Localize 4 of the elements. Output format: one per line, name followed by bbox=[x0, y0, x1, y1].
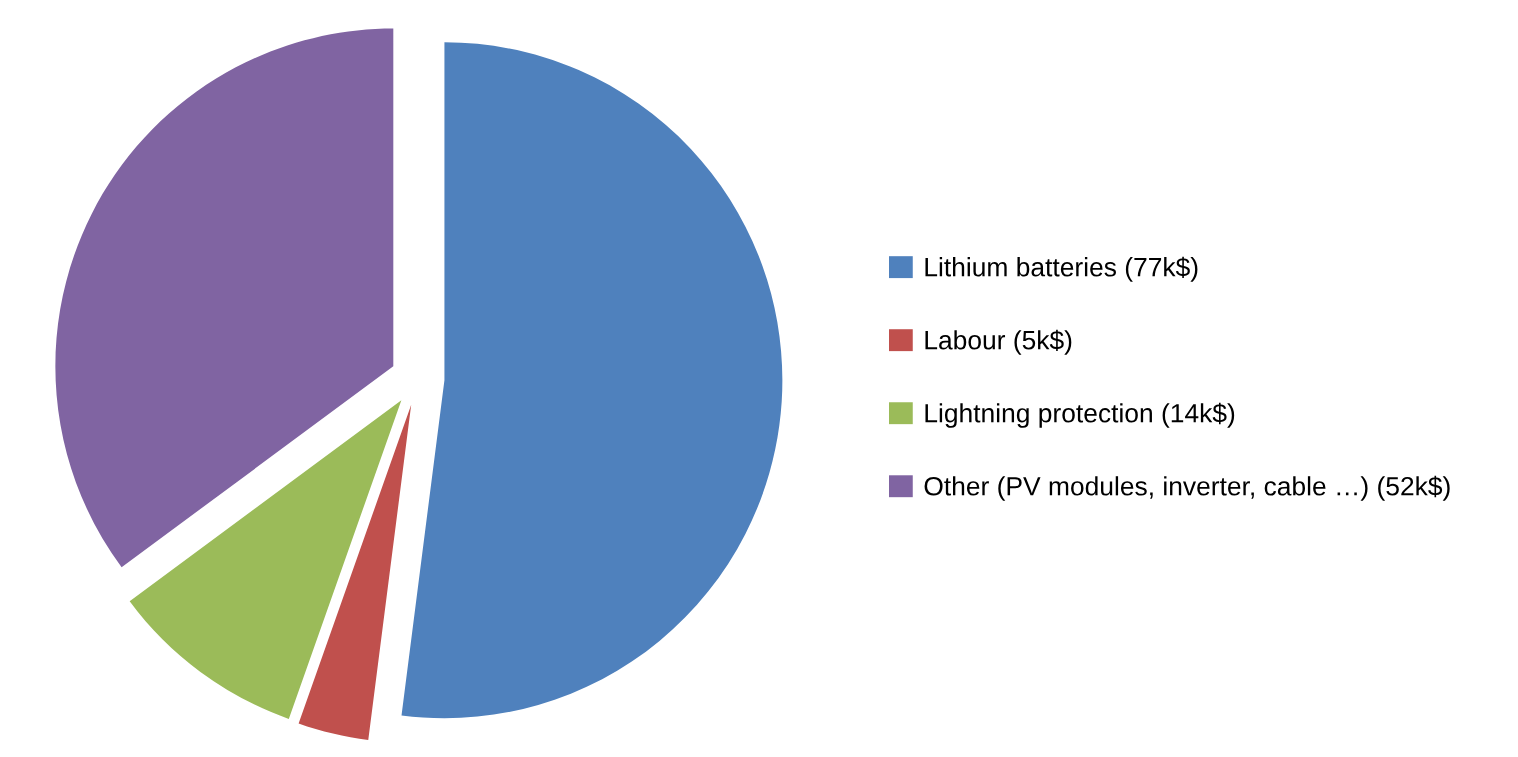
legend-label: Lightning protection (14k$) bbox=[925, 402, 1235, 428]
legend-label: Labour (5k$) bbox=[925, 329, 1072, 355]
legend-label: Other (PV modules, inverter, cable …) (52k$) bbox=[924, 475, 1450, 501]
legend-label: Lithium batteries (77k$) bbox=[925, 256, 1198, 282]
